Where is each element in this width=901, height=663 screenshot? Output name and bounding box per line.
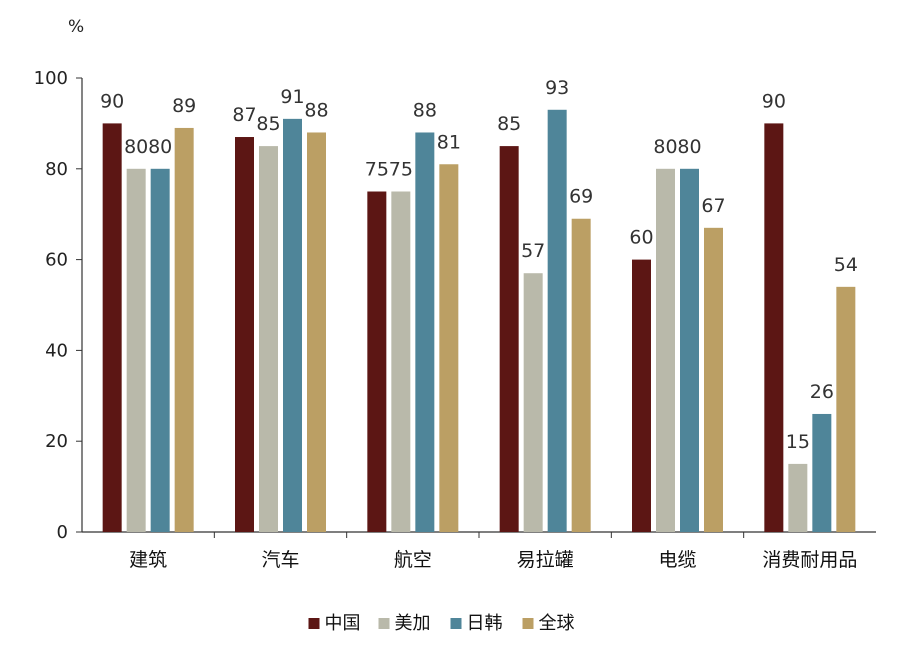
x-tick-label: 消费耐用品 xyxy=(762,549,857,571)
data-label: 75 xyxy=(389,159,413,181)
data-label: 88 xyxy=(413,99,437,121)
data-label: 54 xyxy=(834,254,858,276)
bar xyxy=(836,286,856,532)
data-label: 57 xyxy=(521,240,545,262)
y-tick-label: 0 xyxy=(57,522,68,543)
data-label: 88 xyxy=(304,99,328,121)
legend-swatch xyxy=(308,618,320,629)
x-tick-label: 汽车 xyxy=(261,549,299,571)
bar xyxy=(571,218,591,533)
data-label: 89 xyxy=(172,95,196,117)
data-label: 80 xyxy=(148,136,172,158)
y-unit-label: % xyxy=(68,17,84,37)
bar xyxy=(523,273,543,532)
bar xyxy=(391,191,411,532)
bar xyxy=(499,146,519,532)
legend-swatch xyxy=(522,618,534,629)
data-label: 80 xyxy=(677,136,701,158)
y-tick-label: 100 xyxy=(34,68,68,89)
data-label: 75 xyxy=(365,159,389,181)
legend-item: 全球 xyxy=(522,613,575,634)
bar xyxy=(547,109,567,532)
data-label: 87 xyxy=(232,104,256,126)
x-tick-label: 航空 xyxy=(394,549,432,571)
data-label: 67 xyxy=(701,195,725,217)
bar xyxy=(307,132,326,533)
data-label: 26 xyxy=(810,381,834,403)
legend-swatch xyxy=(378,618,390,629)
data-label: 90 xyxy=(762,90,786,112)
bar xyxy=(704,227,723,532)
legend-label: 美加 xyxy=(395,613,431,634)
data-label: 90 xyxy=(100,90,124,112)
legend-label: 日韩 xyxy=(467,613,503,634)
x-tick-label: 电缆 xyxy=(658,549,696,571)
bar xyxy=(150,168,170,533)
bar xyxy=(102,123,122,533)
axes: 0 20 40 60 80 100 建筑 汽车 航空 易拉罐 电缆 消费耐用品 xyxy=(34,68,876,571)
bar xyxy=(680,168,699,533)
data-label: 91 xyxy=(280,86,304,108)
legend-item: 美加 xyxy=(378,613,431,634)
bar xyxy=(174,127,194,532)
data-label: 69 xyxy=(569,186,593,208)
bar xyxy=(788,463,808,532)
data-label: 15 xyxy=(786,431,810,453)
legend-item: 中国 xyxy=(308,613,361,634)
y-tick-label: 40 xyxy=(45,340,68,361)
bar xyxy=(259,146,278,532)
bar xyxy=(812,413,832,532)
y-tick-label: 80 xyxy=(45,159,68,180)
bar xyxy=(632,259,651,532)
data-label: 85 xyxy=(497,113,521,135)
data-label: 81 xyxy=(437,131,461,153)
x-tick-label: 建筑 xyxy=(129,549,167,571)
bar xyxy=(126,168,146,533)
legend: 中国 美加 日韩 全球 xyxy=(308,613,575,634)
data-label: 80 xyxy=(124,136,148,158)
x-tick-label: 易拉罐 xyxy=(517,549,574,571)
bar xyxy=(235,137,254,532)
data-label: 85 xyxy=(256,113,280,135)
bar xyxy=(656,168,675,533)
data-label: 60 xyxy=(629,227,653,249)
data-label: 93 xyxy=(545,77,569,99)
legend-swatch xyxy=(450,618,462,629)
y-tick-label: 60 xyxy=(45,250,68,271)
bar xyxy=(415,132,435,533)
legend-label: 中国 xyxy=(325,613,361,634)
y-tick-label: 20 xyxy=(45,431,68,452)
data-label: 80 xyxy=(653,136,677,158)
bar xyxy=(764,123,784,533)
legend-label: 全球 xyxy=(539,613,575,634)
bar xyxy=(367,191,387,532)
bar xyxy=(283,118,302,533)
legend-item: 日韩 xyxy=(450,613,503,634)
bars xyxy=(102,109,856,533)
bar xyxy=(439,164,459,532)
